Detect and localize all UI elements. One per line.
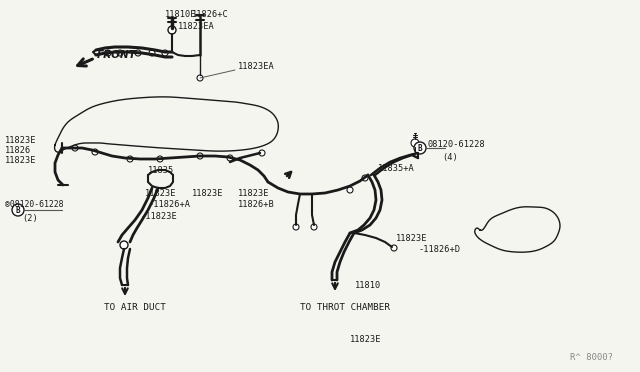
Text: 11823E: 11823E	[238, 189, 269, 198]
Circle shape	[120, 241, 128, 249]
Circle shape	[157, 156, 163, 162]
Circle shape	[105, 50, 111, 56]
Text: -11826+D: -11826+D	[418, 246, 460, 254]
Text: 11823EA: 11823EA	[178, 22, 215, 31]
Text: (4): (4)	[442, 153, 458, 161]
Text: 11823E: 11823E	[396, 234, 428, 243]
Text: TO AIR DUCT: TO AIR DUCT	[104, 304, 166, 312]
Circle shape	[168, 26, 176, 34]
Text: 11823EA: 11823EA	[238, 61, 275, 71]
Text: R^ 8000?: R^ 8000?	[570, 353, 613, 362]
Circle shape	[127, 156, 133, 162]
Text: 11810E: 11810E	[165, 10, 196, 19]
Text: 11835: 11835	[148, 166, 174, 174]
Text: (2): (2)	[22, 214, 38, 222]
Text: 11826+B: 11826+B	[238, 199, 275, 208]
Circle shape	[197, 153, 203, 159]
Circle shape	[162, 50, 168, 56]
Circle shape	[311, 224, 317, 230]
Circle shape	[197, 75, 203, 81]
Circle shape	[135, 50, 141, 56]
Text: 11826: 11826	[5, 145, 31, 154]
Text: TO THROT CHAMBER: TO THROT CHAMBER	[300, 304, 390, 312]
Text: 11823E: 11823E	[5, 155, 36, 164]
Text: 11826+C: 11826+C	[192, 10, 228, 19]
Text: 11835+A: 11835+A	[378, 164, 415, 173]
Text: 11823E: 11823E	[145, 189, 177, 198]
Text: 11810: 11810	[355, 280, 381, 289]
Text: FRONT: FRONT	[97, 50, 137, 60]
Text: B: B	[16, 205, 20, 215]
Circle shape	[72, 145, 78, 151]
Text: B: B	[418, 144, 422, 153]
Circle shape	[293, 224, 299, 230]
Circle shape	[227, 155, 233, 161]
Circle shape	[414, 142, 426, 154]
Circle shape	[411, 139, 419, 147]
Circle shape	[149, 50, 155, 56]
Text: -11826+A: -11826+A	[148, 199, 190, 208]
Text: 11823E: 11823E	[350, 336, 381, 344]
Text: -11823E: -11823E	[140, 212, 177, 221]
Circle shape	[117, 50, 123, 56]
Circle shape	[12, 204, 24, 216]
Circle shape	[391, 245, 397, 251]
Circle shape	[259, 150, 265, 156]
Circle shape	[92, 149, 98, 155]
Text: 11823E: 11823E	[5, 135, 36, 144]
Text: 11823E: 11823E	[192, 189, 223, 198]
Text: 08120-61228: 08120-61228	[428, 140, 486, 148]
Text: ®08120-61228: ®08120-61228	[5, 199, 63, 208]
Circle shape	[347, 187, 353, 193]
Circle shape	[362, 175, 368, 181]
